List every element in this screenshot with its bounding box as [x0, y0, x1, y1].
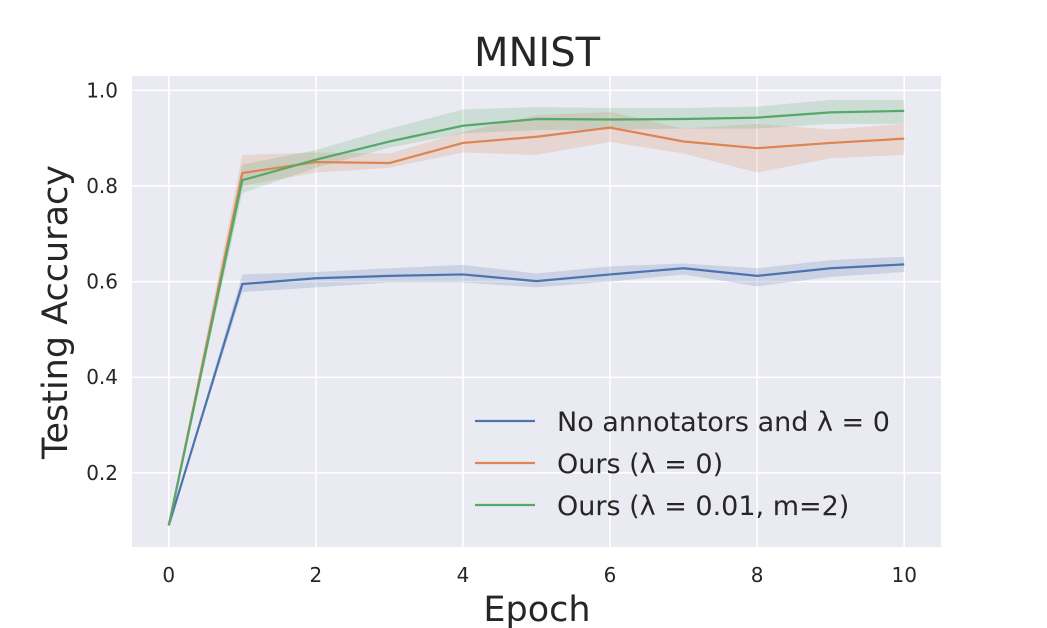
x-tick-label: 10	[892, 563, 917, 587]
y-tick-label: 0.8	[86, 174, 118, 198]
legend: No annotators and λ = 0 Ours (λ = 0) Ours …	[475, 407, 890, 522]
x-tick-label: 4	[457, 563, 470, 587]
legend-label: Ours (λ = 0)	[557, 449, 723, 480]
x-tick-label: 8	[751, 563, 764, 587]
series-lines	[167, 109, 905, 526]
y-tick-label: 1.0	[86, 78, 118, 102]
y-tick-labels: 0.2 0.4 0.6 0.8 1.0	[86, 78, 118, 485]
series-line	[167, 263, 905, 526]
legend-label: No annotators and λ = 0	[557, 407, 890, 438]
y-tick-label: 0.2	[86, 461, 118, 485]
x-tick-labels: 0 2 4 6 8 10	[162, 563, 917, 587]
x-axis-label: Epoch	[483, 590, 590, 628]
x-tick-label: 2	[309, 563, 322, 587]
confidence-band	[168, 111, 905, 526]
y-tick-label: 0.4	[86, 365, 118, 389]
y-tick-label: 0.6	[86, 270, 118, 294]
x-tick-label: 0	[162, 563, 175, 587]
x-tick-label: 6	[604, 563, 617, 587]
chart-title: MNIST	[474, 30, 601, 76]
series-line	[167, 109, 905, 526]
legend-label: Ours (λ = 0.01, m=2)	[557, 491, 849, 522]
plot-background	[132, 76, 941, 547]
y-axis-label: Testing Accuracy	[36, 165, 76, 460]
